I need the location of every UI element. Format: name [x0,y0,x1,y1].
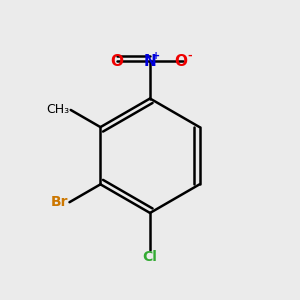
Text: CH₃: CH₃ [46,103,69,116]
Text: N: N [144,54,156,69]
Text: Br: Br [50,195,68,209]
Text: +: + [152,51,160,61]
Text: Cl: Cl [142,250,158,264]
Text: O: O [111,54,124,69]
Text: -: - [187,51,191,61]
Text: O: O [174,54,187,69]
